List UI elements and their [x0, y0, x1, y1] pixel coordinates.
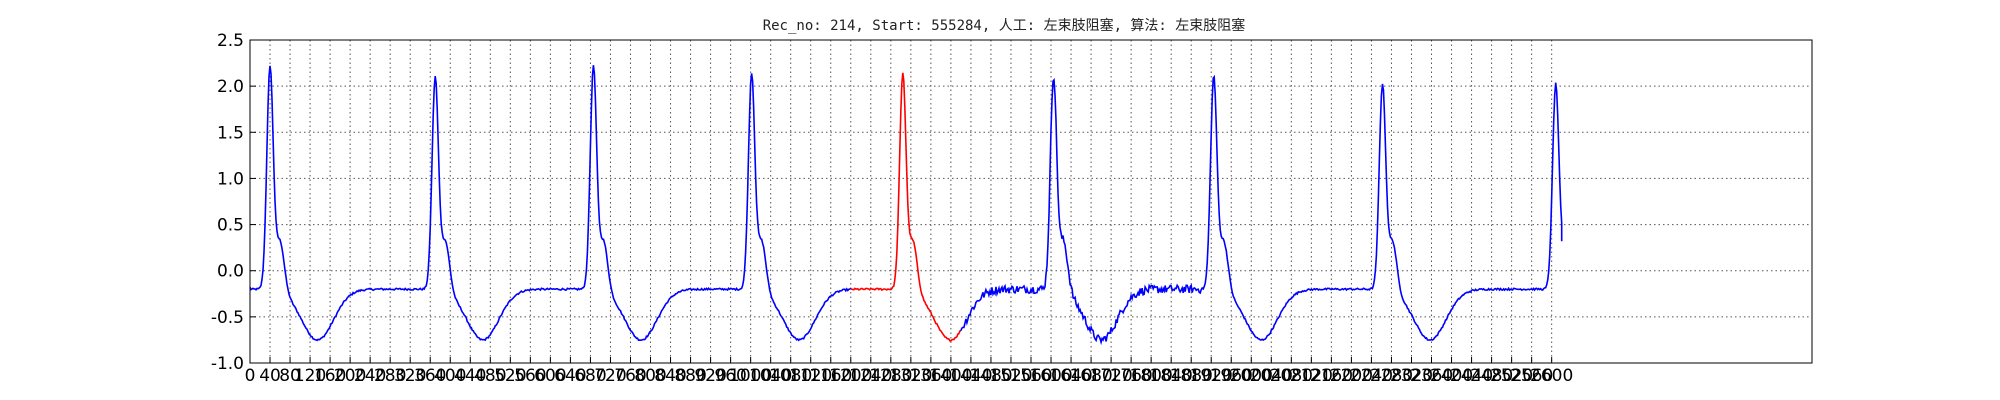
x-tick-label: 1080 [769, 366, 812, 386]
x-tick-label: 1520 [989, 366, 1032, 386]
x-tick-label: 2200 [1330, 366, 1373, 386]
x-tick-label: 120 [294, 366, 326, 386]
x-tick-label: 1680 [1069, 366, 1112, 386]
x-tick-label: 1240 [849, 366, 892, 386]
x-tick-label: 1360 [909, 366, 952, 386]
x-tick-label: 2240 [1350, 366, 1393, 386]
x-tick-label: 920 [694, 366, 726, 386]
x-tick-label: 840 [654, 366, 686, 386]
y-tick-labels: -1.0 -0.5 0.0 0.5 1.0 1.5 2.0 2.5 [211, 31, 244, 374]
x-tick-label: 1000 [729, 366, 772, 386]
x-tick-label: 1640 [1049, 366, 1092, 386]
y-tick-label: 2.5 [217, 31, 244, 51]
chart-title: Rec_no: 214, Start: 555284, 人工: 左束肢阻塞, 算… [763, 17, 1246, 34]
x-tick-label: 1760 [1109, 366, 1152, 386]
x-tick-label: 2480 [1470, 366, 1513, 386]
x-tick-label: 1840 [1150, 366, 1193, 386]
x-tick-label: 1320 [889, 366, 932, 386]
y-tick-label: 0.5 [217, 216, 244, 236]
signal-line-highlight [850, 72, 962, 342]
x-tick-label: 1120 [789, 366, 832, 386]
x-tick-label: 40 [259, 366, 281, 386]
x-tick-label: 1560 [1009, 366, 1052, 386]
x-tick-label: 1720 [1089, 366, 1132, 386]
x-tick-label: 1280 [869, 366, 912, 386]
x-tick-label: 680 [574, 366, 606, 386]
x-tick-label: 1960 [1210, 366, 1253, 386]
plot-frame [249, 39, 1813, 364]
x-tick-label: 440 [454, 366, 486, 386]
x-tick-label: 240 [354, 366, 386, 386]
x-tick-label: 2360 [1410, 366, 1453, 386]
x-tick-label: 200 [334, 366, 366, 386]
x-tick-label: 560 [514, 366, 546, 386]
x-tick-label: 2560 [1510, 366, 1553, 386]
x-tick-label: 2120 [1290, 366, 1333, 386]
x-tick-label: 1200 [829, 366, 872, 386]
x-tick-label: 760 [614, 366, 646, 386]
x-tick-label: 520 [494, 366, 526, 386]
x-tick-label: 1160 [809, 366, 852, 386]
x-tick-label: 960 [714, 366, 746, 386]
y-tick-label: 0.0 [217, 262, 244, 282]
x-tick-label: 2440 [1450, 366, 1493, 386]
x-tick-label: 800 [634, 366, 666, 386]
x-tick-label: 720 [594, 366, 626, 386]
grid [249, 39, 1812, 364]
signal-line-blue-2 [960, 74, 1563, 346]
x-tick-label: 1400 [929, 366, 972, 386]
y-tick-label: -0.5 [211, 308, 244, 328]
x-tick-label: 1600 [1029, 366, 1072, 386]
x-tick-label: 360 [414, 366, 446, 386]
x-tick-label: 640 [554, 366, 586, 386]
y-tick-label: 1.5 [217, 123, 244, 143]
y-tick-label: -1.0 [211, 354, 244, 374]
signal-line-blue-1 [249, 65, 852, 342]
x-tick-label: 2040 [1250, 366, 1293, 386]
y-tick-label: 1.0 [217, 169, 244, 189]
x-tick-label: 1880 [1170, 366, 1213, 386]
x-tick-label: 280 [374, 366, 406, 386]
x-tick-label: 2400 [1430, 366, 1473, 386]
x-tick-label: 1920 [1190, 366, 1233, 386]
x-tick-label: 2080 [1270, 366, 1313, 386]
x-tick-label: 2280 [1370, 366, 1413, 386]
x-tick-label: 2600 [1530, 366, 1573, 386]
x-tick-label: 600 [534, 366, 566, 386]
x-tick-label: 400 [434, 366, 466, 386]
x-tick-label: 1480 [969, 366, 1012, 386]
x-tick-label: 160 [314, 366, 346, 386]
x-tick-label: 1040 [749, 366, 792, 386]
x-tick-label: 480 [474, 366, 506, 386]
x-tick-labels: 0 408012016020024028032036040044048052056… [245, 366, 1574, 386]
series-group [249, 65, 1563, 346]
x-tick-label: 2160 [1310, 366, 1353, 386]
x-tick-label: 1440 [949, 366, 992, 386]
y-tick-label: 2.0 [217, 77, 244, 97]
x-tick-label: 320 [394, 366, 426, 386]
x-tick-label: 880 [674, 366, 706, 386]
x-tick-label: 80 [279, 366, 301, 386]
x-tick-label: 2520 [1490, 366, 1533, 386]
x-tick-label: 2000 [1230, 366, 1273, 386]
x-tick-label: 2320 [1390, 366, 1433, 386]
x-tick-label: 1800 [1130, 366, 1173, 386]
x-tick-label: 0 [245, 366, 256, 386]
